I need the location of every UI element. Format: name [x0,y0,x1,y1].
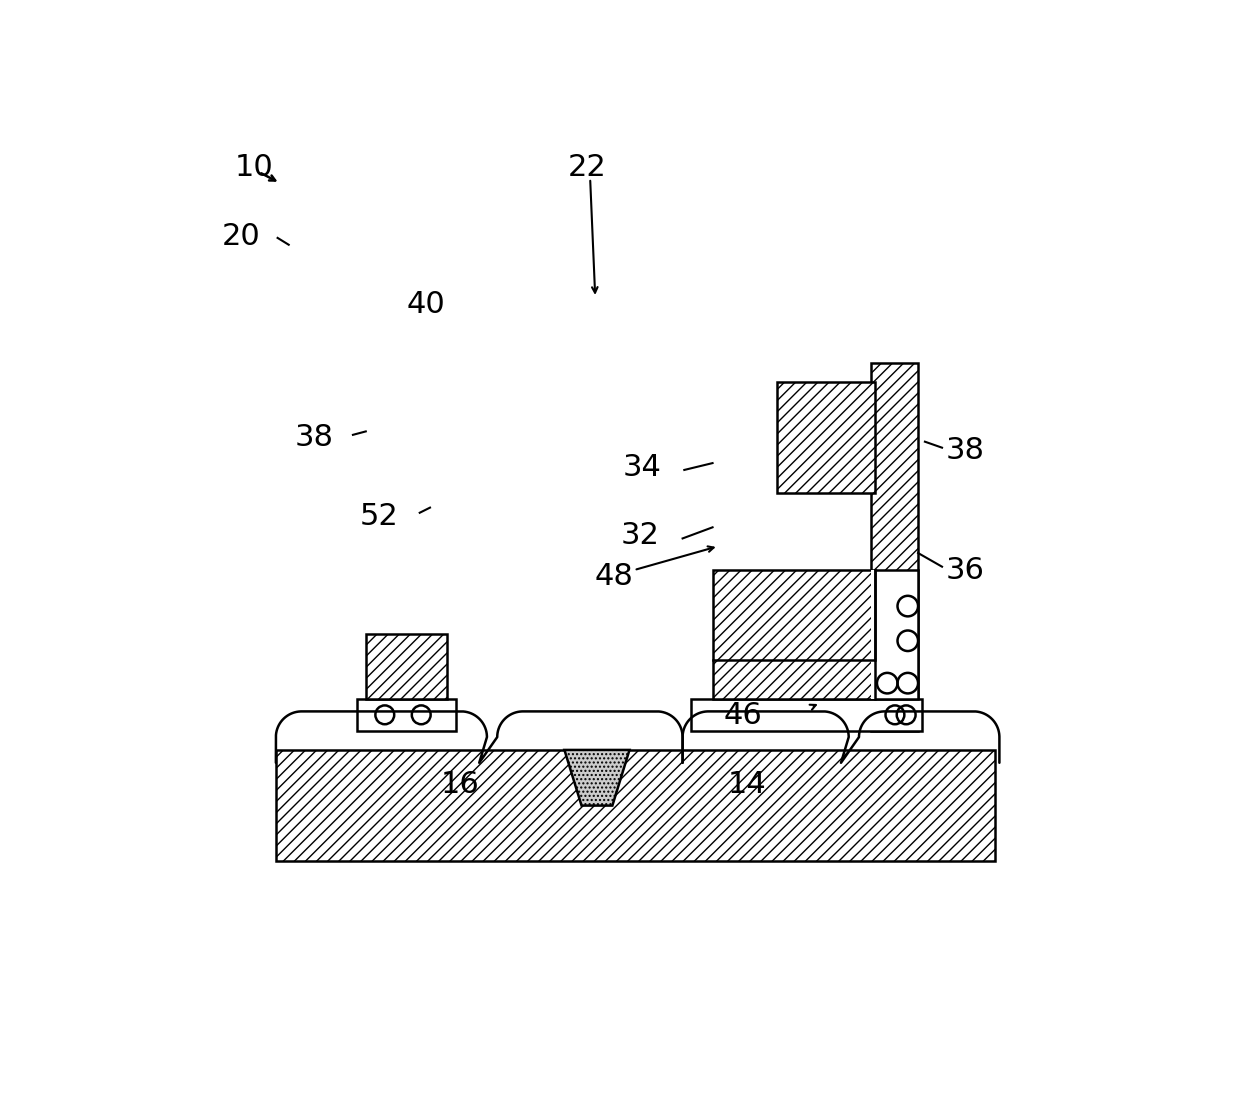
Polygon shape [564,749,630,805]
Text: 32: 32 [620,522,660,550]
Text: 20: 20 [222,221,260,250]
Text: 52: 52 [360,502,398,530]
Bar [691,698,923,731]
Text: 38: 38 [295,423,334,451]
Bar [870,570,875,698]
Bar [275,749,996,861]
Text: 48: 48 [595,562,634,590]
Bar [875,570,918,698]
Bar [776,381,875,493]
Text: 14: 14 [728,770,766,798]
Bar [713,570,875,698]
Text: 36: 36 [945,556,985,585]
Bar [870,363,918,731]
Text: 46: 46 [723,702,761,731]
Text: 22: 22 [568,153,606,182]
Text: 16: 16 [440,770,480,798]
Text: 34: 34 [622,453,661,481]
Text: 38: 38 [945,436,985,465]
Text: 10: 10 [236,153,274,182]
Bar [366,634,448,698]
Text: 40: 40 [407,290,445,319]
Bar [357,698,455,731]
